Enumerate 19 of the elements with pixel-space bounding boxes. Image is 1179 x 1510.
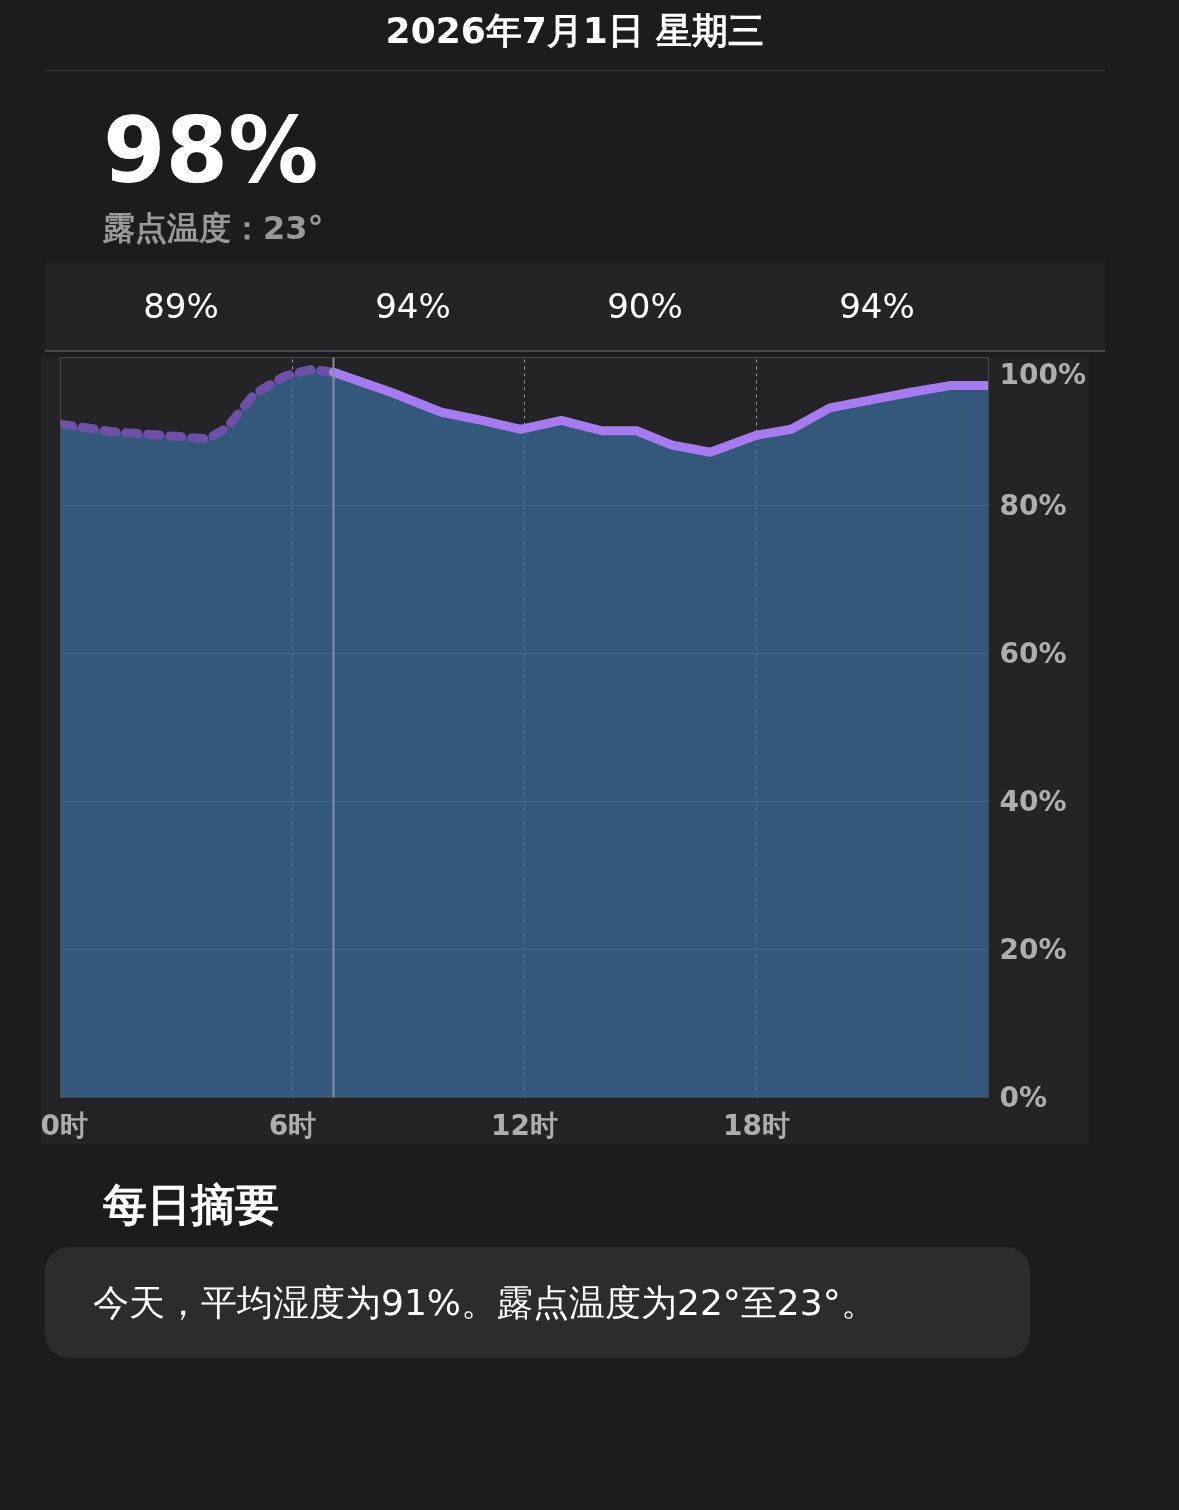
y-tick-label: 60% (999, 637, 1067, 671)
y-tick-label: 40% (999, 785, 1067, 819)
x-tick-label: 18时 (723, 1108, 790, 1142)
text: 89% (142, 285, 220, 329)
text: 每日摘要 (103, 1178, 279, 1233)
x-tick-label: 0时 (40, 1108, 88, 1142)
chart-subtitle: 98% (103, 98, 319, 204)
text: 94% (838, 285, 916, 329)
y-tick-label: 80% (999, 489, 1067, 523)
text: 露点温度：23° (103, 208, 324, 250)
x-tick-label: 12时 (491, 1108, 558, 1142)
text: 94% (374, 285, 452, 329)
y-tick-label: 100% (999, 357, 1087, 391)
x-tick-label: 6时 (268, 1108, 317, 1142)
text: 90% (606, 285, 684, 329)
y-tick-label: 20% (999, 933, 1067, 967)
y-tick-label: 0% (999, 1081, 1048, 1115)
chart-title: 2026年7月1日 星期三 (385, 9, 765, 53)
text: 今天，平均湿度为91%。露点温度为22°至23°。 (93, 1280, 877, 1325)
